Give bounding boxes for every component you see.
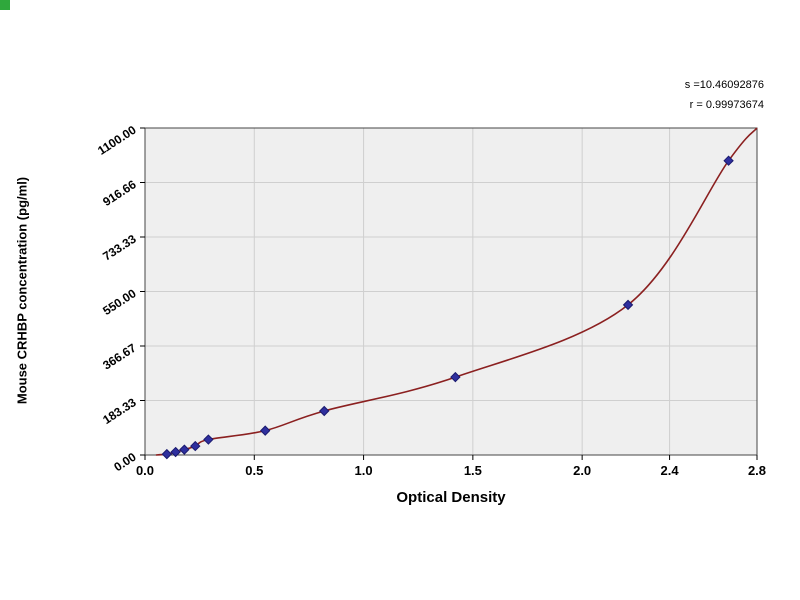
y-tick-label: 366.67 <box>100 341 139 373</box>
x-tick-label: 0.0 <box>136 463 154 478</box>
x-tick-label: 1.5 <box>464 463 482 478</box>
x-tick-label: 2.8 <box>748 463 766 478</box>
corner-marker <box>0 0 10 10</box>
fit-statistics: s =10.46092876 r = 0.99973674 <box>685 76 764 116</box>
x-tick-label: 0.5 <box>245 463 263 478</box>
data-point-diamond <box>319 405 330 417</box>
y-tick-label: 1100.00 <box>95 123 139 158</box>
data-point-diamond <box>179 444 190 455</box>
x-tick-label: 1.0 <box>355 463 373 478</box>
x-tick-label: 2.0 <box>573 463 591 478</box>
x-axis-title: Optical Density <box>396 489 506 506</box>
fit-statistic-r: r = 0.99973674 <box>689 98 764 111</box>
data-point-diamond <box>190 440 201 452</box>
data-point-diamond <box>203 434 214 445</box>
data-point-diamond <box>260 425 271 436</box>
y-tick-label: 0.00 <box>111 450 138 475</box>
data-point-diamond <box>170 446 181 458</box>
y-tick-label: 183.33 <box>100 395 139 427</box>
x-tick-label: 2.4 <box>661 463 680 478</box>
y-tick-label: 550.00 <box>100 286 139 318</box>
data-point-diamond <box>450 371 461 383</box>
y-tick-label: 916.66 <box>100 177 139 209</box>
data-point-diamond <box>161 448 173 460</box>
data-point-diamond <box>723 155 734 166</box>
data-point-diamond <box>622 299 634 311</box>
y-tick-label: 733.33 <box>100 232 139 264</box>
fit-statistic-s: s =10.46092876 <box>684 79 764 91</box>
